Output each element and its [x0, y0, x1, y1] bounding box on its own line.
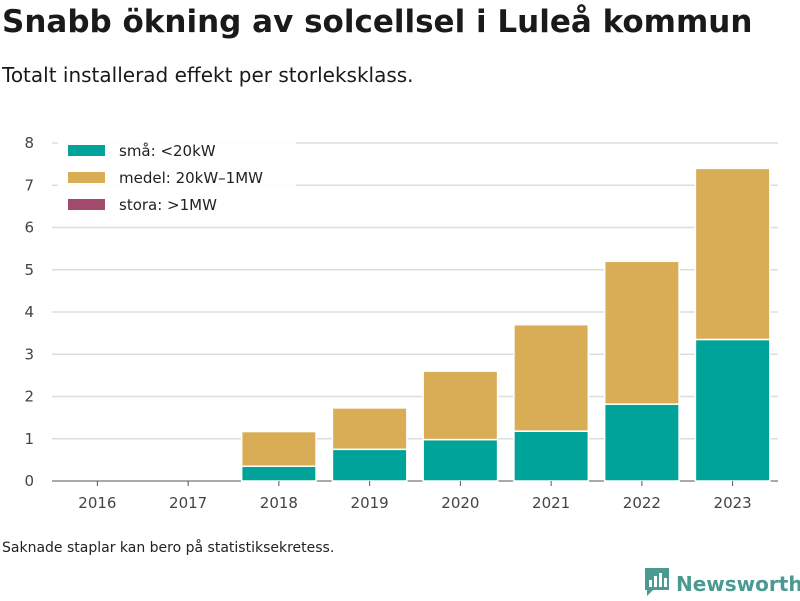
bar-segment[interactable]: [422, 370, 499, 441]
chart-subtitle: Totalt installerad effekt per storlekskl…: [2, 63, 414, 87]
legend-label: små: <20kW: [119, 142, 216, 160]
bar-segment[interactable]: [422, 438, 499, 482]
bar-segment[interactable]: [513, 323, 590, 432]
legend-label: medel: 20kW–1MW: [119, 169, 263, 187]
bar-segment[interactable]: [240, 430, 317, 467]
bar-chart-logo-icon: [644, 567, 670, 601]
y-tick-label: 4: [24, 303, 34, 321]
bars-layer: [240, 167, 771, 482]
bar-segment[interactable]: [331, 448, 408, 482]
legend-swatch: [68, 145, 105, 156]
x-tick-label: 2023: [714, 494, 752, 512]
legend-swatch: [68, 172, 105, 183]
bar-segment[interactable]: [694, 338, 771, 482]
legend-swatch: [68, 199, 105, 210]
x-tick-label: 2017: [169, 494, 207, 512]
brand-logo[interactable]: Newsworthy: [644, 568, 800, 600]
x-axis-ticks: 2016 2017 2018 2019 2020 2021 2022 2023: [78, 481, 752, 512]
x-tick-label: 2018: [260, 494, 298, 512]
x-tick-label: 2022: [623, 494, 661, 512]
legend-label: stora: >1MW: [119, 196, 217, 214]
y-axis-ticks: 0 1 2 3 4 5 6 7 8: [24, 134, 34, 490]
x-tick-label: 2021: [532, 494, 570, 512]
y-tick-label: 1: [24, 430, 34, 448]
y-tick-label: 2: [24, 388, 34, 406]
bar-segment[interactable]: [603, 403, 680, 482]
chart-title: Snabb ökning av solcellsel i Luleå kommu…: [2, 4, 753, 40]
y-tick-label: 3: [24, 345, 34, 363]
x-tick-label: 2019: [351, 494, 389, 512]
y-tick-label: 0: [24, 472, 34, 490]
y-tick-label: 6: [24, 219, 34, 237]
legend: små: <20kW medel: 20kW–1MW stora: >1MW: [58, 136, 296, 218]
bar-segment[interactable]: [694, 167, 771, 341]
x-tick-label: 2016: [78, 494, 116, 512]
bar-segment[interactable]: [513, 430, 590, 482]
bar-segment[interactable]: [331, 407, 408, 451]
x-tick-label: 2020: [441, 494, 479, 512]
footnote: Saknade staplar kan bero på statistiksek…: [2, 540, 335, 556]
brand-name: Newsworthy: [676, 572, 800, 596]
y-tick-label: 5: [24, 261, 34, 279]
bar-segment[interactable]: [240, 465, 317, 482]
y-tick-label: 8: [24, 134, 34, 152]
y-tick-label: 7: [24, 176, 34, 194]
bar-segment[interactable]: [603, 260, 680, 405]
